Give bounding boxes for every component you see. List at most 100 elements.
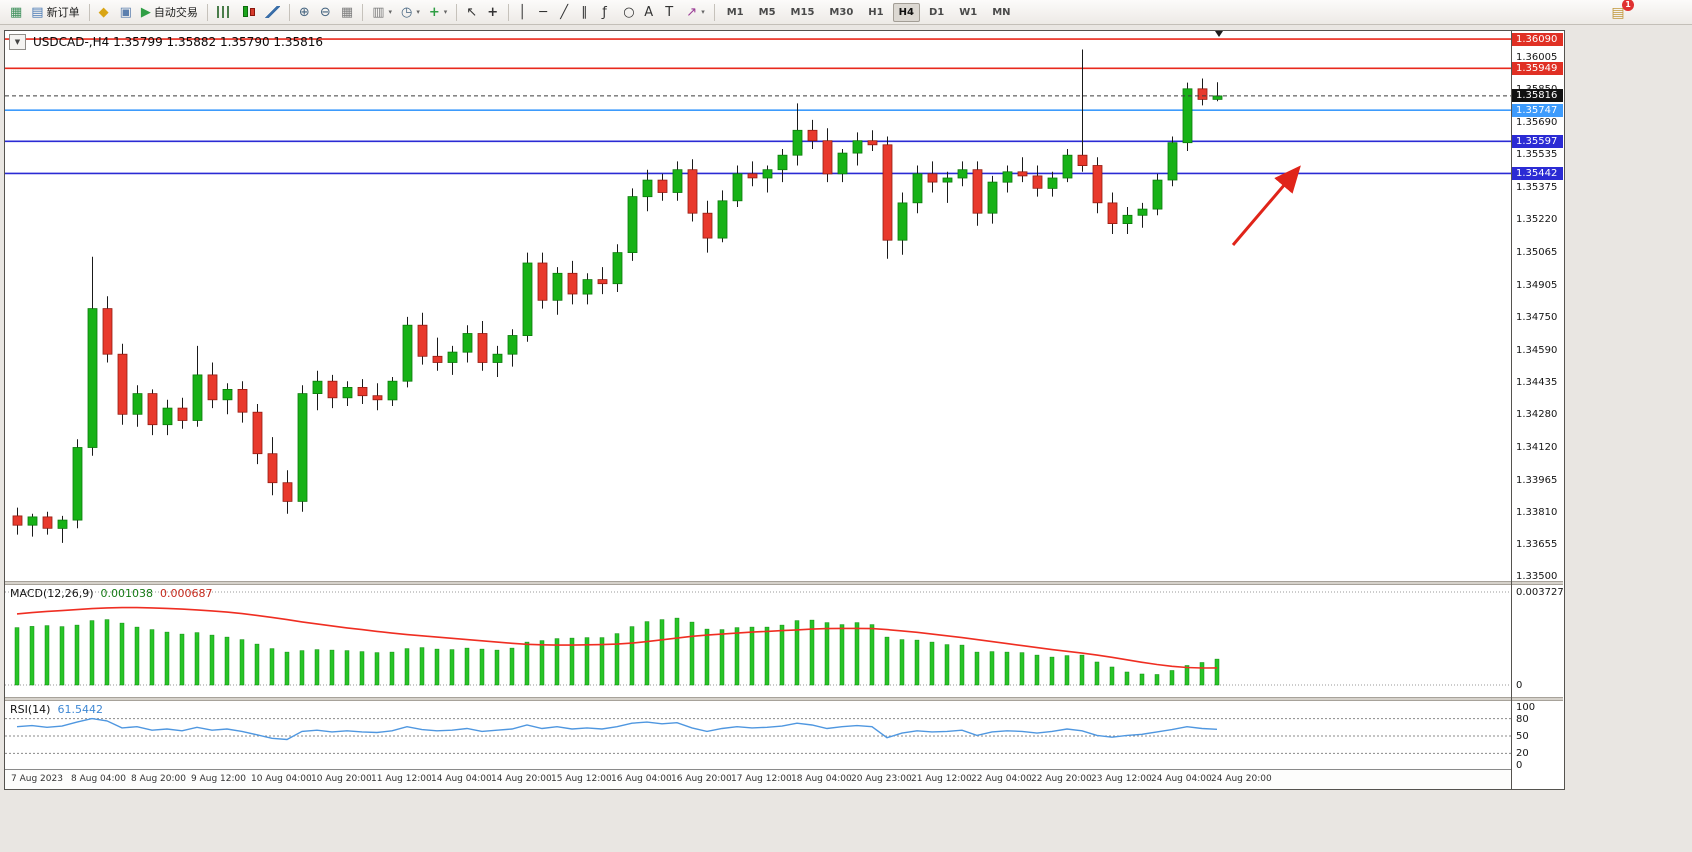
templates-icon-glyph: ▥ (372, 4, 385, 20)
candle (207, 362, 218, 409)
text-label-icon-glyph: T (665, 4, 674, 20)
macd-histogram-bar (449, 649, 455, 686)
arrows-icon-glyph: ↗ (686, 4, 698, 20)
panel-splitter-scale-1[interactable] (1512, 581, 1563, 585)
candle-body-down (147, 393, 158, 426)
macd-histogram-bar (644, 621, 650, 686)
trendline-icon[interactable]: ╱ (556, 2, 576, 23)
macd-histogram-bar (89, 620, 95, 686)
timeframe-button-w1[interactable]: W1 (959, 6, 978, 18)
horizontal-line-icon[interactable]: ─ (535, 2, 555, 23)
candle-body-down (927, 173, 938, 183)
channel-icon[interactable]: ∥ (577, 2, 597, 23)
macd-histogram-bar (389, 651, 395, 686)
candle-body-up (297, 393, 308, 502)
candle (1047, 171, 1058, 197)
candle (1152, 173, 1163, 216)
periods-icon-glyph: ◷ (401, 4, 413, 20)
chart-title-row: ▼ USDCAD-,H4 1.35799 1.35882 1.35790 1.3… (9, 34, 323, 50)
charts-icon[interactable]: ▣ (116, 2, 136, 23)
indicators-icon[interactable]: + ▾ (425, 2, 451, 23)
price-tick: 1.36005 (1516, 51, 1558, 63)
candle (747, 161, 758, 187)
candle (342, 381, 353, 406)
macd-histogram-bar (974, 651, 980, 686)
candle-body-up (342, 386, 353, 399)
candle (657, 173, 668, 201)
bar-chart-icon[interactable] (213, 2, 236, 23)
rsi-panel[interactable]: RSI(14) 61.5442 (5, 701, 1511, 769)
timeframe-button-m1[interactable]: M1 (726, 6, 744, 18)
candle (447, 345, 458, 375)
notification-button[interactable]: ▤ 1 (1608, 0, 1634, 22)
new-chart-icon[interactable]: ▦ (6, 2, 26, 23)
candle (1197, 78, 1208, 106)
time-axis[interactable]: 7 Aug 2023 8 Aug 04:00 8 Aug 20:00 9 Aug 12… (5, 769, 1511, 789)
cursor-icon[interactable]: ↖ (462, 2, 482, 23)
candle (117, 343, 128, 425)
templates-icon[interactable]: ▥ ▾ (368, 2, 396, 23)
vertical-line-icon[interactable]: │ (514, 2, 534, 23)
price-scale[interactable]: 1.36005 1.35850 1.35690 1.35535 1.35375 1.352… (1511, 31, 1563, 789)
timeframe-button-mn[interactable]: MN (992, 6, 1011, 18)
rsi-chart (5, 717, 1511, 754)
candle-body-up (987, 181, 998, 214)
timeframe-button-h4[interactable]: H4 (892, 2, 920, 22)
candle (297, 385, 308, 512)
timeframe-button-d1[interactable]: D1 (928, 6, 945, 18)
crosshair-icon-glyph: + (487, 4, 499, 20)
candle (192, 345, 203, 427)
fibonacci-icon[interactable]: ƒ (598, 2, 618, 23)
candle-body-down (267, 453, 278, 484)
chart-shift-marker[interactable] (1215, 31, 1223, 37)
price-chart[interactable]: ▼ USDCAD-,H4 1.35799 1.35882 1.35790 1.3… (5, 31, 1511, 581)
zoom-in-icon[interactable]: ⊕ (295, 2, 315, 23)
macd-panel[interactable]: MACD(12,26,9) 0.001038 0.000687 (5, 585, 1511, 697)
time-label: 18 Aug 04:00 (791, 774, 852, 784)
macd-histogram-bar (989, 651, 995, 686)
candle (942, 171, 953, 203)
text-icon[interactable]: A (640, 2, 660, 23)
notification-badge: 1 (1622, 0, 1634, 11)
toolbar-separator (206, 3, 208, 21)
shapes-icon[interactable]: ○ (619, 2, 639, 23)
candle (372, 383, 383, 411)
timeframe-button-h1[interactable]: H1 (868, 6, 884, 18)
candle-body-down (327, 380, 338, 399)
periods-icon[interactable]: ◷ ▾ (397, 2, 424, 23)
new-order-button[interactable]: ▤ 新订单 (27, 2, 83, 23)
candle (687, 159, 698, 222)
autotrading-button[interactable]: ▶ 自动交易 (137, 2, 202, 23)
candle-body-down (1092, 165, 1103, 204)
crosshair-icon[interactable]: + (483, 2, 503, 23)
chart-plot-column: ▼ USDCAD-,H4 1.35799 1.35882 1.35790 1.3… (5, 31, 1511, 789)
one-click-trading-toggle[interactable]: ▼ (9, 34, 26, 50)
macd-histogram-bar (374, 652, 380, 686)
line-chart-icon[interactable] (261, 2, 284, 23)
text-label-icon[interactable]: T (661, 2, 681, 23)
candlestick-chart-icon[interactable] (237, 2, 260, 23)
timeframe-button-m30[interactable]: M30 (829, 6, 854, 18)
arrows-icon[interactable]: ↗ ▾ (682, 2, 708, 23)
candle-body-down (1197, 88, 1208, 100)
candle-body-up (162, 407, 173, 426)
candle-body-down (252, 411, 263, 455)
timeframe-button-m5[interactable]: M5 (758, 6, 776, 18)
macd-histogram-bar (479, 648, 485, 686)
zoom-out-icon[interactable]: ⊖ (316, 2, 336, 23)
metaeditor-icon[interactable]: ◆ (95, 2, 115, 23)
panel-splitter-scale-2[interactable] (1512, 697, 1563, 701)
rsi-scale-0: 0 (1516, 760, 1523, 771)
tile-windows-icon[interactable]: ▦ (337, 2, 357, 23)
panel-splitter-2[interactable] (5, 697, 1511, 701)
time-label: 20 Aug 23:00 (851, 774, 912, 784)
rsi-scale-100: 100 (1516, 702, 1536, 713)
panel-splitter-1[interactable] (5, 581, 1511, 585)
autotrading-button-label: 自动交易 (153, 6, 198, 19)
macd-label-row: MACD(12,26,9) 0.001038 0.000687 (10, 587, 213, 600)
time-label: 9 Aug 12:00 (191, 774, 246, 784)
candle-body-up (1167, 142, 1178, 181)
candle-body-up (192, 374, 203, 421)
candle (972, 161, 983, 226)
timeframe-button-m15[interactable]: M15 (790, 6, 815, 18)
